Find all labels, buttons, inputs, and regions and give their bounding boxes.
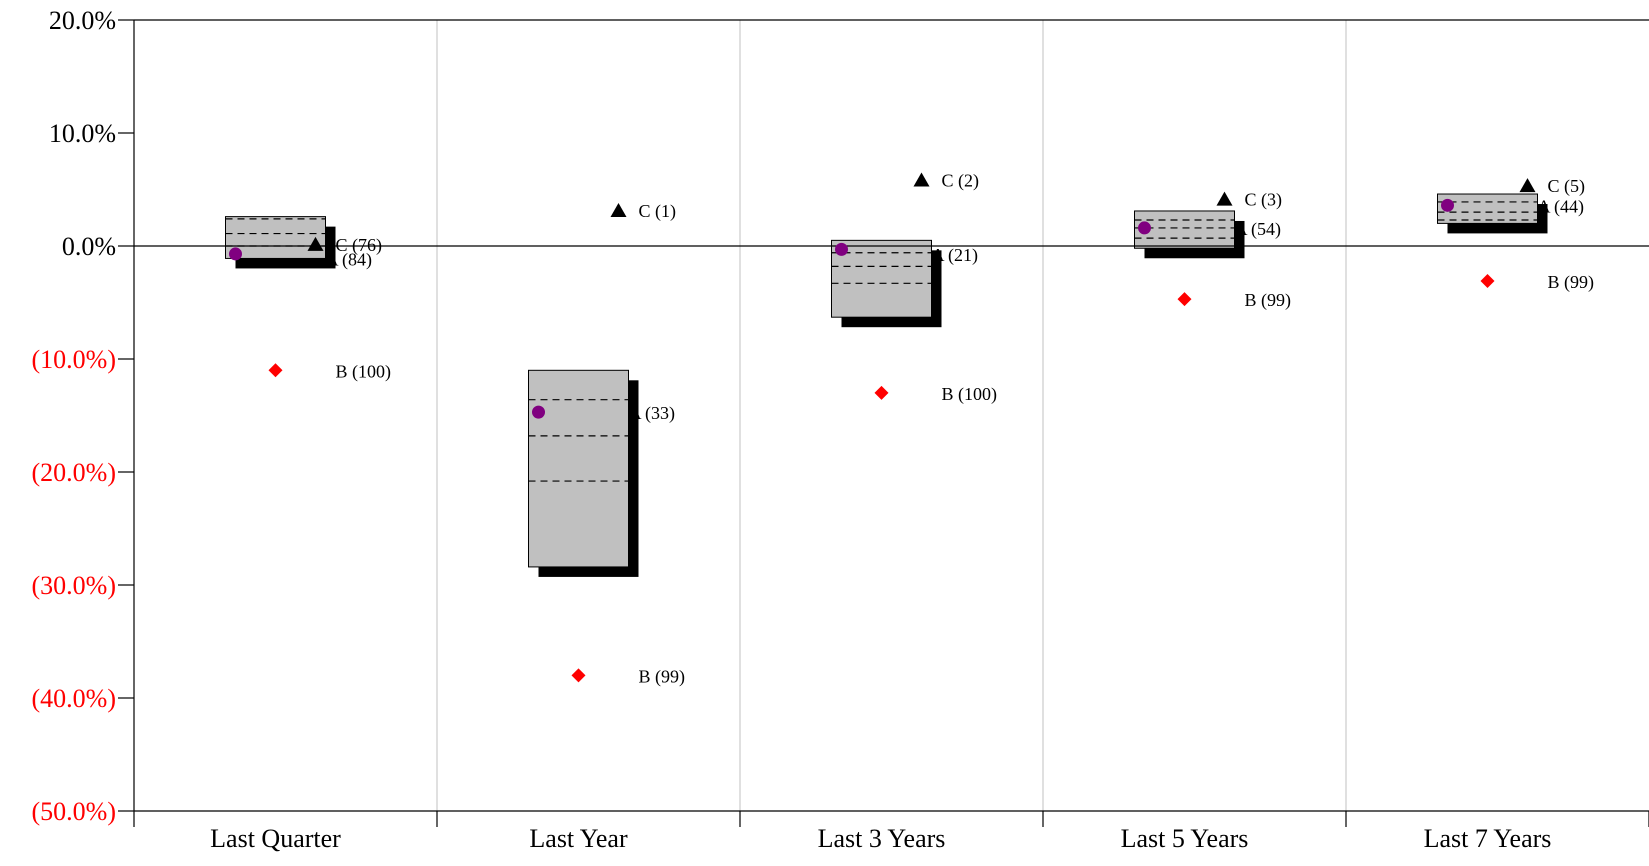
label-b: B (99) <box>1245 290 1292 311</box>
label-a: A (21) <box>932 245 979 266</box>
y-tick-label: (50.0%) <box>32 797 116 826</box>
label-b: B (99) <box>1548 272 1595 293</box>
label-c: C (2) <box>942 170 980 191</box>
x-category-label: Last Quarter <box>210 824 341 853</box>
y-tick-label: 20.0% <box>49 6 116 35</box>
box-1 <box>528 369 629 568</box>
marker-a <box>532 405 545 419</box>
marker-a <box>1441 198 1454 212</box>
label-a: A (33) <box>629 403 676 424</box>
y-tick-label: (20.0%) <box>32 458 116 487</box>
box-0 <box>225 216 326 259</box>
y-tick-label: 10.0% <box>49 119 116 148</box>
y-tick-label: (30.0%) <box>32 571 116 600</box>
label-c: C (76) <box>336 235 383 256</box>
label-b: B (100) <box>942 384 998 405</box>
labels-layer: A (84) B (100) C (76) A (33) B (99) C (1) A (2… <box>326 170 1595 687</box>
marker-c <box>913 172 930 187</box>
label-c: C (1) <box>639 201 677 222</box>
marker-c <box>1519 178 1536 193</box>
box-layer <box>225 193 1548 577</box>
label-b: B (99) <box>639 666 686 687</box>
marker-a <box>1138 221 1151 235</box>
label-a: A (44) <box>1538 196 1585 217</box>
x-category-label: Last 7 Years <box>1424 824 1552 853</box>
y-tick-label: (40.0%) <box>32 684 116 713</box>
marker-a <box>835 242 848 256</box>
grid-lines <box>436 20 1347 811</box>
marker-b <box>1480 274 1495 289</box>
marker-c <box>1216 191 1233 206</box>
label-c: C (3) <box>1245 190 1283 211</box>
x-category-label: Last Year <box>529 824 628 853</box>
x-category-label: Last 5 Years <box>1121 824 1249 853</box>
label-c: C (5) <box>1548 176 1586 197</box>
label-a: A (84) <box>326 249 373 270</box>
marker-c <box>307 236 324 251</box>
y-tick-label: 0.0% <box>62 232 116 261</box>
marker-a <box>229 247 242 261</box>
x-category-label: Last 3 Years <box>818 824 946 853</box>
marker-b <box>1177 292 1192 307</box>
points-layer <box>229 172 1536 683</box>
y-tick-label: (10.0%) <box>32 345 116 374</box>
box-4 <box>1437 193 1538 224</box>
marker-b <box>268 363 283 378</box>
label-b: B (100) <box>336 361 392 382</box>
axes: 20.0% 10.0% 0.0% (10.0%) (20.0%) (30.0%) (40.0… <box>32 6 1649 853</box>
marker-c <box>610 202 627 217</box>
box-3 <box>1134 210 1235 249</box>
marker-b <box>874 385 889 400</box>
label-a: A (54) <box>1235 219 1282 240</box>
marker-b <box>571 668 586 683</box>
